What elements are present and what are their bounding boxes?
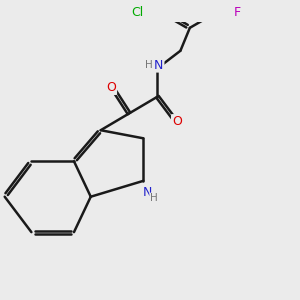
Text: N: N — [142, 186, 152, 199]
Text: Cl: Cl — [131, 6, 144, 20]
Text: N: N — [154, 58, 164, 72]
Text: H: H — [150, 194, 158, 203]
Text: F: F — [234, 6, 241, 20]
Text: O: O — [172, 115, 182, 128]
Text: O: O — [106, 81, 116, 94]
Text: H: H — [146, 60, 153, 70]
